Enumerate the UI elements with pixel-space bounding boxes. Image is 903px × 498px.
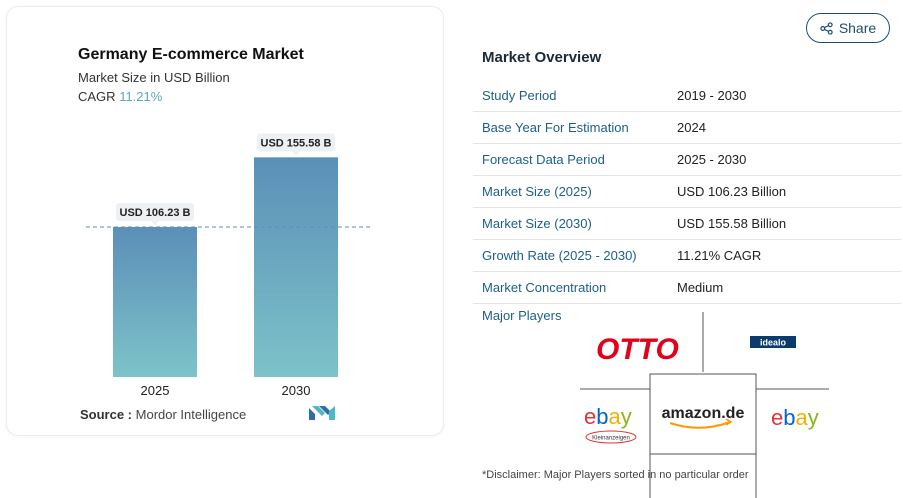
overview-table: Study Period 2019 - 2030 Base Year For Est… xyxy=(473,80,901,304)
overview-row: Growth Rate (2025 - 2030) 11.21% CAGR xyxy=(473,240,901,272)
chart-source: Source : Mordor Intelligence xyxy=(80,407,246,422)
idealo-logo: idealo xyxy=(750,336,796,348)
overview-row-value: USD 155.58 Billion xyxy=(677,216,787,231)
disclaimer: *Disclaimer: Major Players sorted in no … xyxy=(482,469,749,481)
overview-row-label: Market Size (2025) xyxy=(482,184,592,199)
bar-2030 xyxy=(254,157,338,377)
data-label-pointer xyxy=(151,221,159,226)
source-value: Mordor Intelligence xyxy=(135,407,247,422)
svg-text:ebay: ebay xyxy=(771,405,819,430)
overview-row-value: 11.21% CAGR xyxy=(677,248,762,263)
chart-title: Germany E-commerce Market xyxy=(78,46,304,63)
cagr-value: 11.21% xyxy=(119,89,163,104)
overview-row-value: 2025 - 2030 xyxy=(677,152,747,167)
overview-row: Forecast Data Period 2025 - 2030 xyxy=(473,144,901,176)
overview-title: Market Overview xyxy=(482,49,602,66)
bar-chart: USD 106.23 B 2025 USD 155.58 B 2030 xyxy=(86,133,370,398)
source-label: Source : xyxy=(80,407,133,422)
chart-subtitle: Market Size in USD Billion xyxy=(78,70,230,85)
ebay-kleinanzeigen-logo: ebay Kleinanzeigen xyxy=(584,404,637,444)
data-label-pointer xyxy=(292,151,300,156)
svg-text:amazon.de: amazon.de xyxy=(662,405,745,422)
share-label: Share xyxy=(838,20,877,36)
overview-row-label: Study Period xyxy=(482,88,557,103)
overview-row: Market Size (2025) USD 106.23 Billion xyxy=(473,176,901,208)
overview-row-value: Medium xyxy=(677,280,724,295)
overview-row: Market Size (2030) USD 155.58 Billion xyxy=(473,208,901,240)
x-tick-label: 2030 xyxy=(282,383,311,398)
data-label-box xyxy=(257,133,335,152)
svg-text:idealo: idealo xyxy=(760,338,787,348)
overview-row-label: Forecast Data Period xyxy=(482,152,605,167)
ebay-logo: ebay xyxy=(771,405,819,430)
overview-row: Study Period 2019 - 2030 xyxy=(473,80,901,112)
share-icon xyxy=(820,21,833,35)
overview-row-value: USD 106.23 Billion xyxy=(677,184,787,199)
data-label: USD 155.58 B xyxy=(261,137,332,149)
svg-text:OTTO: OTTO xyxy=(596,333,679,366)
overview-row-label: Base Year For Estimation xyxy=(482,120,629,135)
chart-cagr: CAGR 11.21% xyxy=(78,89,162,104)
major-players-label: Major Players xyxy=(482,308,562,323)
svg-text:Kleinanzeigen: Kleinanzeigen xyxy=(592,436,630,442)
share-button[interactable]: Share xyxy=(806,13,890,43)
cagr-label: CAGR xyxy=(78,89,116,104)
amazon-logo: amazon.de xyxy=(662,405,745,429)
overview-row-value: 2024 xyxy=(677,120,706,135)
overview-row: Base Year For Estimation 2024 xyxy=(473,112,901,144)
overview-row-value: 2019 - 2030 xyxy=(677,88,747,103)
svg-text:ebay: ebay xyxy=(584,404,632,429)
overview-row-label: Market Concentration xyxy=(482,280,607,295)
overview-row-label: Growth Rate (2025 - 2030) xyxy=(482,248,637,263)
bar-2025 xyxy=(113,227,197,377)
market-chart-card xyxy=(6,6,444,436)
data-label-box xyxy=(116,203,194,222)
data-label: USD 106.23 B xyxy=(120,207,191,219)
x-tick-label: 2025 xyxy=(141,383,170,398)
overview-row-label: Market Size (2030) xyxy=(482,216,592,231)
mordor-intelligence-logo xyxy=(309,406,335,420)
overview-row: Market Concentration Medium xyxy=(473,272,901,304)
otto-logo: OTTO xyxy=(596,333,679,366)
